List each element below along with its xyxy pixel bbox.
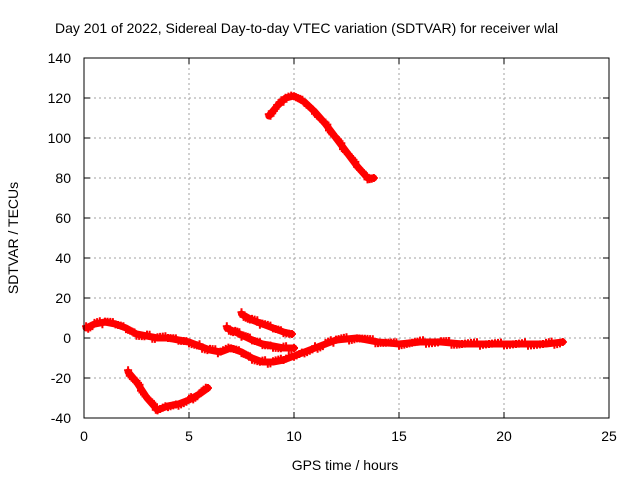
x-axis-label: GPS time / hours [292, 457, 399, 473]
y-tick-label: 40 [55, 250, 71, 266]
y-tick-label: 80 [55, 170, 71, 186]
x-tick-label: 15 [391, 428, 407, 444]
series-1-markers [124, 366, 212, 415]
plot-frame [83, 57, 610, 419]
y-tick-label: 100 [48, 130, 72, 146]
data-point-marker [203, 384, 212, 392]
data-series [82, 91, 567, 415]
y-tick-label: 140 [48, 50, 72, 66]
data-point-marker [558, 338, 567, 346]
data-point-marker [124, 366, 133, 375]
x-tick-label: 0 [80, 428, 88, 444]
data-point-marker [222, 322, 231, 331]
data-point-marker [323, 120, 332, 129]
series-0-markers [82, 317, 567, 368]
data-point-marker [279, 97, 288, 106]
data-point-marker [351, 157, 360, 166]
series-4-markers [222, 322, 298, 354]
y-tick-label: -20 [51, 370, 71, 386]
data-point-marker [253, 316, 262, 325]
axis-ticks: 0 5 10 15 20 25 -40 -20 0 20 40 60 80 100 120 140 [48, 50, 617, 444]
grid-lines [84, 58, 609, 418]
y-tick-label: 20 [55, 290, 71, 306]
data-point-marker [308, 105, 317, 114]
data-point-marker [150, 400, 158, 409]
x-tick-label: 20 [496, 428, 512, 444]
series-3-markers [237, 308, 296, 338]
data-point-marker [361, 170, 370, 179]
data-point-marker [195, 340, 204, 349]
data-point-marker [290, 344, 298, 352]
data-point-marker [135, 380, 144, 389]
data-point-marker [369, 174, 378, 182]
y-tick-label: -40 [51, 410, 71, 426]
data-point-marker [237, 308, 246, 317]
data-point-marker [287, 330, 296, 338]
data-point-marker [337, 139, 346, 148]
data-point-marker [235, 328, 244, 337]
y-axis-label: SDTVAR / TECUs [5, 182, 21, 294]
y-tick-label: 0 [63, 330, 71, 346]
x-tick-label: 10 [286, 428, 302, 444]
y-tick-label: 60 [55, 210, 71, 226]
series-2-markers [264, 91, 378, 184]
chart-title: Day 201 of 2022, Sidereal Day-to-day VTE… [55, 20, 558, 36]
x-tick-label: 5 [185, 428, 193, 444]
y-tick-label: 120 [48, 90, 72, 106]
x-tick-label: 25 [601, 428, 617, 444]
